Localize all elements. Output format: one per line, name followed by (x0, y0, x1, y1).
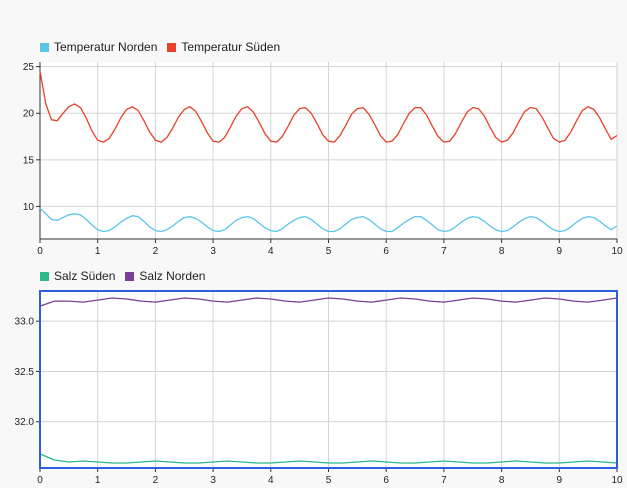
legend-label: Salz Süden (54, 269, 116, 283)
x-tick-label: 10 (611, 475, 623, 486)
legend-label: Salz Norden (139, 269, 206, 283)
legend-item-salz-sueden[interactable]: Salz Süden (40, 269, 115, 283)
y-tick-label: 33.0 (15, 317, 35, 328)
x-tick-label: 7 (441, 475, 447, 486)
y-tick-label: 15 (23, 155, 35, 166)
x-tick-label: 8 (499, 246, 505, 257)
y-tick-label: 10 (23, 202, 35, 213)
legend-item-salz-norden[interactable]: Salz Norden (125, 269, 205, 283)
x-tick-label: 8 (499, 475, 505, 486)
y-tick-label: 25 (23, 62, 35, 73)
x-tick-label: 3 (210, 475, 216, 486)
salt-chart-panel: Salz Süden Salz Norden 0 1 2 3 4 5 6 7 8 9 10 32.0 3… (0, 265, 627, 488)
x-tick-label: 1 (95, 475, 101, 486)
legend-item-temperatur-norden[interactable]: Temperatur Norden (40, 40, 157, 54)
x-tick-label: 0 (37, 246, 43, 257)
x-tick-label: 10 (611, 246, 623, 257)
y-tick-label: 20 (23, 109, 35, 120)
x-tick-label: 4 (268, 475, 274, 486)
x-tick-label: 2 (153, 475, 159, 486)
legend-swatch (40, 42, 49, 52)
x-tick-label: 6 (383, 475, 389, 486)
x-tick-label: 5 (326, 475, 332, 486)
legend-label: Temperatur Süden (181, 40, 281, 54)
series-line-temperatur-norden[interactable] (39, 207, 618, 233)
selection-frame (39, 290, 618, 469)
x-tick-label: 4 (268, 246, 274, 257)
y-tick-label: 32.0 (15, 417, 35, 428)
series-line-temperatur-s-den[interactable] (39, 71, 618, 143)
legend-swatch (125, 271, 135, 281)
legend-item-temperatur-sueden[interactable]: Temperatur Süden (167, 40, 280, 54)
y-tick-label: 32.5 (15, 367, 35, 378)
x-tick-label: 0 (37, 475, 43, 486)
x-tick-label: 9 (557, 246, 563, 257)
temperature-line-chart: 0 1 2 3 4 5 6 7 8 9 10 10 15 20 25 (23, 62, 623, 257)
salt-legend: Salz Süden Salz Norden (40, 269, 205, 283)
x-tick-label: 1 (95, 246, 101, 257)
temperature-chart-panel: Temperatur Norden Temperatur Süden 0 1 2 3 4… (0, 36, 627, 258)
x-tick-label: 3 (210, 246, 216, 257)
temperature-legend: Temperatur Norden Temperatur Süden (40, 40, 280, 54)
series-line-salz-s-den[interactable] (39, 453, 618, 464)
x-tick-label: 7 (441, 246, 447, 257)
x-tick-label: 2 (153, 246, 159, 257)
legend-swatch (167, 42, 177, 52)
legend-label: Temperatur Norden (54, 40, 158, 54)
x-tick-label: 6 (383, 246, 389, 257)
series-line-salz-norden[interactable] (39, 297, 618, 307)
x-tick-label: 5 (326, 246, 332, 257)
x-tick-label: 9 (557, 475, 563, 486)
salt-line-chart: 0 1 2 3 4 5 6 7 8 9 10 32.0 32.5 33.0 (15, 290, 623, 486)
legend-swatch (40, 271, 49, 281)
